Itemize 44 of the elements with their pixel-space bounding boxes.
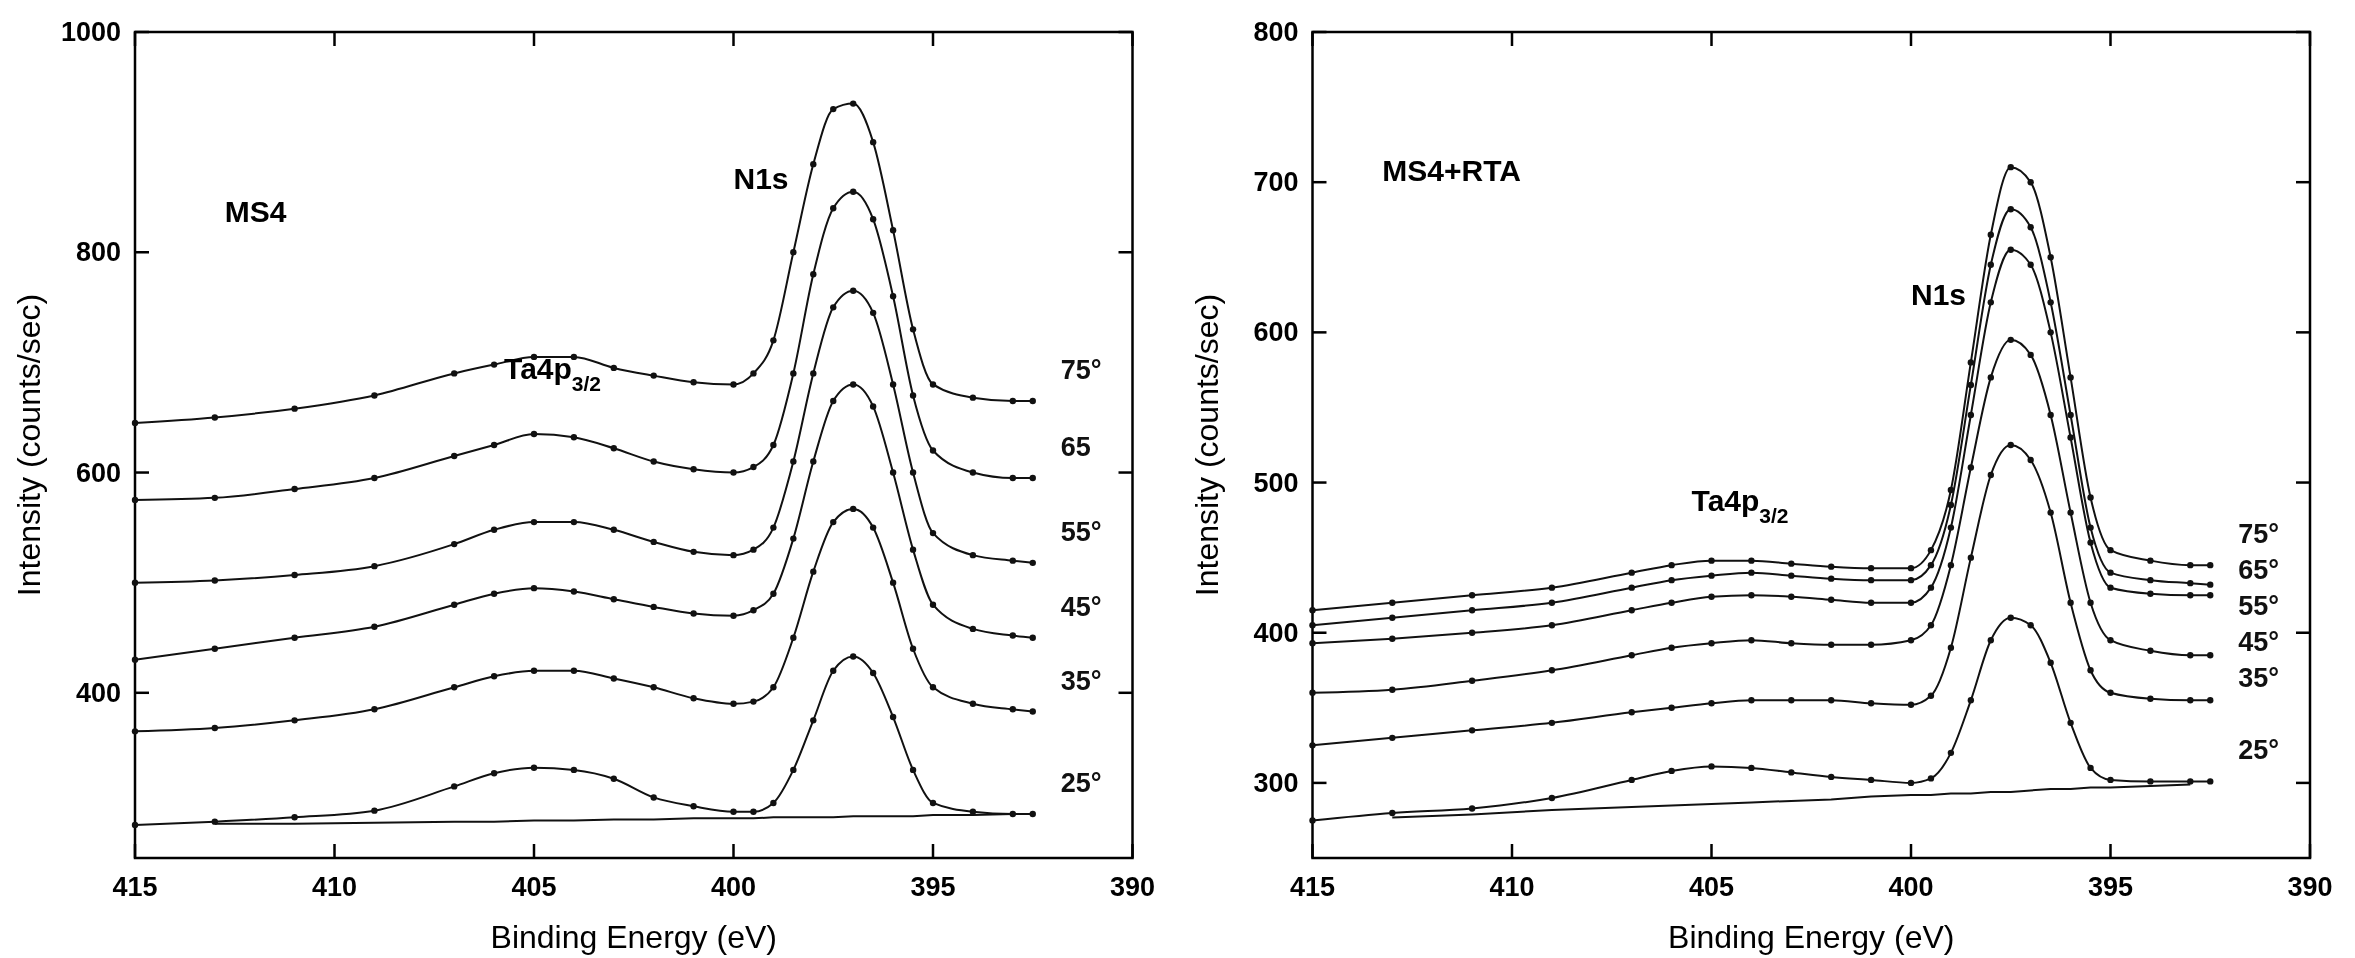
y-tick-label: 400 (1253, 617, 1299, 648)
series-label: 55° (1060, 516, 1102, 547)
annotation: Ta4p$_{3/2}$ (504, 351, 602, 395)
series-label: 65° (2238, 555, 2280, 586)
x-tick-label: 390 (1109, 872, 1156, 902)
x-axis-title: Binding Energy (eV) (490, 919, 777, 955)
x-tick-label: 400 (710, 872, 757, 902)
series-label: 75° (1060, 354, 1102, 385)
y-tick-label: 600 (1253, 317, 1299, 348)
y-axis-title: Intensity (counts/sec) (1188, 293, 1225, 597)
series-label: 45° (1060, 591, 1102, 622)
series-label: 45° (2238, 627, 2280, 658)
x-tick-label: 415 (1289, 872, 1336, 902)
annotation: Ta4p$_{3/2}$ (1691, 484, 1789, 527)
y-tick-label: 700 (1253, 167, 1299, 198)
x-tick-label: 395 (910, 872, 956, 902)
annotation: MS4 (224, 194, 287, 228)
series-label: 25° (1060, 767, 1102, 798)
y-tick-label: 800 (75, 237, 121, 268)
x-tick-label: 410 (311, 872, 358, 902)
x-tick-label: 405 (1688, 872, 1735, 902)
x-tick-label: 415 (112, 872, 158, 902)
series-label: 55° (2238, 591, 2280, 622)
annotation: N1s (733, 161, 789, 195)
annotation: MS4+RTA (1382, 153, 1521, 187)
x-tick-label: 395 (2087, 872, 2134, 902)
series-label: 35° (2238, 663, 2280, 694)
x-tick-label: 390 (2287, 872, 2333, 902)
y-axis-title: Intensity (counts/sec) (11, 293, 47, 597)
y-tick-label: 800 (1253, 17, 1299, 47)
y-tick-label: 1000 (60, 17, 121, 47)
y-tick-label: 500 (1253, 467, 1299, 498)
y-tick-label: 300 (1253, 767, 1299, 798)
x-tick-label: 400 (1888, 872, 1934, 902)
x-axis-title: Binding Energy (eV) (1668, 919, 1955, 955)
annotation: N1s (1911, 277, 1967, 311)
y-tick-label: 600 (75, 457, 121, 488)
y-tick-label: 400 (75, 677, 121, 708)
x-tick-label: 410 (1489, 872, 1535, 902)
series-label: 35° (1060, 665, 1102, 696)
series-label: 65 (1060, 432, 1091, 463)
x-tick-label: 405 (511, 872, 557, 902)
series-label: 75° (2238, 519, 2280, 550)
series-label: 25° (2238, 735, 2280, 766)
